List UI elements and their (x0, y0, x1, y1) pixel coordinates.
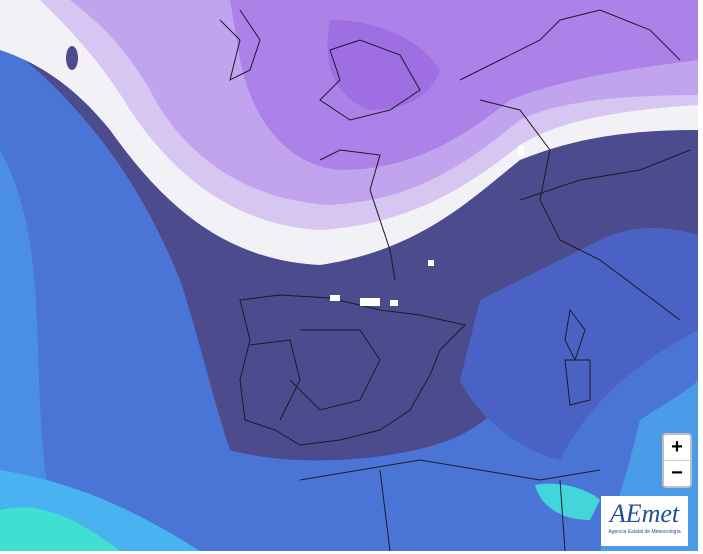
snow-patches (330, 146, 524, 306)
zoom-controls: + − (662, 433, 692, 488)
aemet-logo: AEmet Agencia Estatal de Meteorología (601, 496, 688, 546)
blue-field (460, 228, 698, 460)
zoom-out-button[interactable]: − (664, 460, 690, 486)
light-blue-field (0, 150, 60, 551)
logo-name: AEmet (609, 499, 680, 528)
cyan-field (0, 507, 120, 551)
logo-subtitle: Agencia Estatal de Meteorología (608, 529, 681, 535)
zoom-in-button[interactable]: + (671, 436, 683, 458)
borders (219, 9, 691, 551)
deep-purple-field (327, 20, 440, 110)
dark-spot (66, 46, 78, 70)
cyan-field (535, 483, 600, 520)
